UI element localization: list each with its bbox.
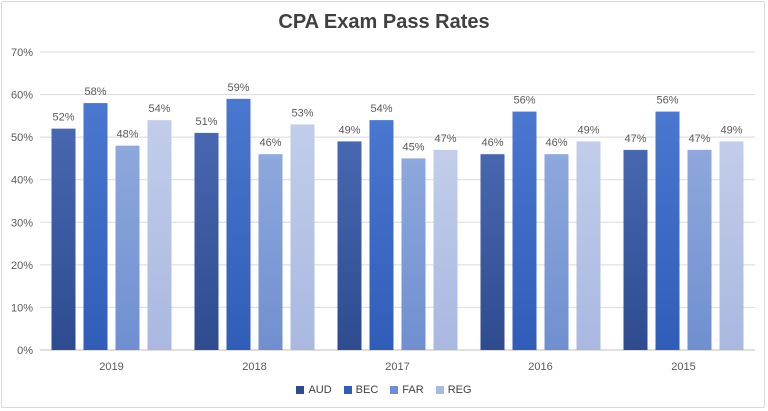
bar-far-2019 — [115, 145, 140, 350]
y-tick-label: 50% — [11, 132, 33, 144]
y-tick-label: 40% — [11, 175, 33, 187]
legend-item-aud: AUD — [296, 384, 332, 396]
y-tick-label: 60% — [11, 90, 33, 102]
data-label: 46% — [481, 137, 503, 149]
bar-aud-2015 — [623, 149, 648, 350]
legend-swatch — [296, 386, 305, 394]
legend-label: FAR — [402, 384, 424, 396]
bar-bec-2015 — [655, 111, 680, 350]
y-tick-label: 20% — [11, 260, 33, 272]
bar-aud-2016 — [480, 154, 505, 350]
data-label: 46% — [545, 137, 567, 149]
data-label: 53% — [291, 107, 313, 119]
y-tick-label: 30% — [11, 217, 33, 229]
data-label: 48% — [116, 129, 138, 141]
data-labels: 52% 58% 48% 54% 51% 59% 46% 53% 49% 54% 45% 47% 46% 5… — [52, 82, 742, 154]
legend-swatch — [343, 386, 352, 394]
y-tick-label: 0% — [17, 345, 33, 357]
legend-label: REG — [447, 384, 472, 396]
bar-reg-2015 — [719, 141, 744, 350]
x-tick-label: 2016 — [528, 361, 552, 373]
x-tick-label: 2017 — [385, 361, 409, 373]
data-label: 47% — [624, 133, 646, 145]
y-tick-label: 10% — [11, 302, 33, 314]
bars — [51, 98, 744, 350]
y-tick-label: 70% — [11, 47, 33, 59]
data-label: 45% — [402, 141, 424, 153]
bar-far-2018 — [258, 154, 283, 350]
legend-label: BEC — [355, 384, 379, 396]
legend-item-far: FAR — [390, 384, 424, 396]
x-tick-label: 2018 — [242, 361, 266, 373]
data-label: 56% — [513, 95, 535, 107]
bar-reg-2017 — [433, 149, 458, 350]
legend-item-bec: BEC — [343, 384, 379, 396]
data-label: 49% — [720, 124, 742, 136]
x-tick-label: 2019 — [99, 361, 123, 373]
bar-reg-2016 — [576, 141, 601, 350]
data-label: 59% — [227, 82, 249, 94]
data-label: 58% — [84, 86, 106, 98]
chart-title: CPA Exam Pass Rates — [278, 11, 490, 33]
bar-bec-2018 — [226, 98, 251, 350]
data-label: 54% — [370, 103, 392, 115]
data-label: 56% — [656, 95, 678, 107]
bar-aud-2018 — [194, 132, 219, 350]
legend: AUD BEC FAR REG — [0, 384, 768, 396]
legend-swatch — [390, 386, 399, 394]
bar-aud-2019 — [51, 128, 76, 350]
bar-far-2015 — [687, 149, 712, 350]
bar-aud-2017 — [337, 141, 362, 350]
legend-item-reg: REG — [435, 384, 472, 396]
bar-bec-2019 — [83, 103, 108, 350]
data-label: 47% — [688, 133, 710, 145]
legend-swatch — [435, 386, 444, 394]
bar-bec-2016 — [512, 111, 537, 350]
data-label: 49% — [577, 124, 599, 136]
data-label: 49% — [338, 124, 360, 136]
data-label: 54% — [148, 103, 170, 115]
bar-reg-2019 — [147, 120, 172, 350]
legend-label: AUD — [308, 384, 332, 396]
data-label: 46% — [259, 137, 281, 149]
bar-far-2017 — [401, 158, 426, 350]
bar-bec-2017 — [369, 120, 394, 350]
gridlines — [40, 51, 755, 351]
bar-far-2016 — [544, 154, 569, 350]
y-axis-ticks: 0% 10% 20% 30% 40% 50% 60% 70% — [11, 47, 33, 357]
data-label: 52% — [52, 112, 74, 124]
x-axis-ticks: 2019 2018 2017 2016 2015 — [99, 361, 695, 373]
bar-reg-2018 — [290, 124, 315, 350]
x-tick-label: 2015 — [671, 361, 695, 373]
data-label: 51% — [195, 116, 217, 128]
data-label: 47% — [434, 133, 456, 145]
